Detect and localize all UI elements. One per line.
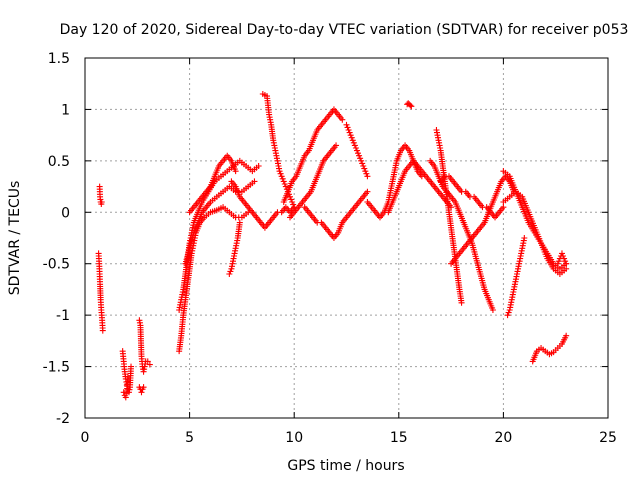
data-point — [255, 163, 262, 169]
y-tick-labels: -2 -1.5 -1 -0.5 0 0.5 1 1.5 — [43, 51, 70, 427]
x-tick-label: 10 — [285, 430, 303, 446]
plot-frame — [84, 57, 609, 419]
grid-lines — [85, 58, 608, 418]
y-tick-label: -1 — [56, 308, 70, 324]
data-point — [227, 268, 234, 275]
y-tick-label: 0.5 — [48, 154, 70, 170]
y-tick-label: 1.5 — [48, 51, 70, 67]
data-point — [98, 199, 105, 205]
y-axis-label: SDTVAR / TECUs — [7, 181, 23, 296]
data-point — [505, 309, 512, 316]
data-point — [276, 168, 283, 175]
y-tick-label: -2 — [56, 411, 70, 427]
data-point — [226, 271, 233, 277]
data-point — [407, 102, 414, 109]
data-point — [364, 173, 371, 180]
data-point — [563, 265, 570, 272]
data-point — [408, 103, 415, 110]
data-point — [358, 157, 365, 164]
data-point — [351, 142, 358, 149]
data-point — [344, 124, 351, 131]
data-point — [458, 299, 465, 306]
x-tick-label: 5 — [185, 430, 194, 446]
data-point — [489, 307, 496, 313]
data-point — [99, 327, 106, 334]
data-point — [232, 168, 239, 175]
data-point — [124, 373, 131, 380]
data-point — [363, 170, 370, 177]
data-point — [361, 165, 368, 172]
y-tick-label: 1 — [61, 102, 70, 118]
chart-title: Day 120 of 2020, Sidereal Day-to-day VTE… — [60, 22, 629, 38]
y-tick-label: -1.5 — [43, 360, 70, 376]
x-tick-labels: 0 5 10 15 20 25 — [81, 430, 617, 446]
data-point — [280, 178, 287, 185]
data-point — [287, 193, 294, 200]
data-point — [339, 116, 346, 123]
data-point — [521, 235, 528, 241]
data-point — [122, 394, 129, 401]
data-point — [360, 163, 367, 169]
data-point — [251, 178, 258, 185]
data-point — [558, 250, 565, 257]
x-axis-label: GPS time / hours — [287, 458, 404, 474]
data-point — [561, 255, 568, 262]
data-point — [350, 139, 357, 146]
data-point — [347, 132, 354, 139]
data-point — [560, 253, 567, 259]
data-point — [355, 150, 362, 157]
data-point — [353, 147, 360, 154]
data-point — [362, 168, 369, 175]
data-point — [144, 358, 151, 365]
x-tick-label: 25 — [599, 430, 617, 446]
data-point — [563, 260, 570, 267]
data-point — [289, 199, 296, 205]
data-point — [146, 361, 153, 368]
data-point — [278, 173, 285, 180]
data-point — [357, 155, 364, 162]
data-point — [349, 137, 356, 144]
data-point — [140, 384, 147, 391]
data-point — [288, 196, 295, 203]
data-point — [554, 260, 561, 267]
data-point — [282, 183, 289, 190]
x-tick-label: 20 — [494, 430, 512, 446]
data-point — [346, 129, 353, 136]
data-point — [504, 312, 511, 319]
data-point — [348, 134, 355, 141]
data-point — [562, 258, 569, 265]
data-point — [138, 389, 145, 396]
data-point — [277, 170, 284, 177]
data-point — [281, 181, 288, 187]
x-tick-label: 15 — [390, 430, 408, 446]
data-point — [279, 175, 286, 182]
data-point — [555, 258, 562, 265]
data-point — [500, 204, 507, 211]
data-point — [120, 389, 127, 396]
data-point — [563, 332, 570, 339]
data-point — [333, 142, 340, 149]
x-tick-label: 0 — [81, 430, 90, 446]
data-point — [352, 145, 359, 151]
y-tick-label: -0.5 — [43, 257, 70, 273]
data-point — [128, 363, 135, 370]
data-point — [236, 219, 243, 226]
data-point — [345, 127, 352, 133]
data-point — [364, 188, 371, 195]
data-points — [95, 91, 570, 401]
data-point — [359, 160, 366, 167]
y-tick-label: 0 — [61, 205, 70, 221]
data-point — [356, 152, 363, 159]
data-point — [343, 121, 350, 128]
axis-ticks — [84, 57, 609, 419]
data-point — [290, 201, 297, 208]
